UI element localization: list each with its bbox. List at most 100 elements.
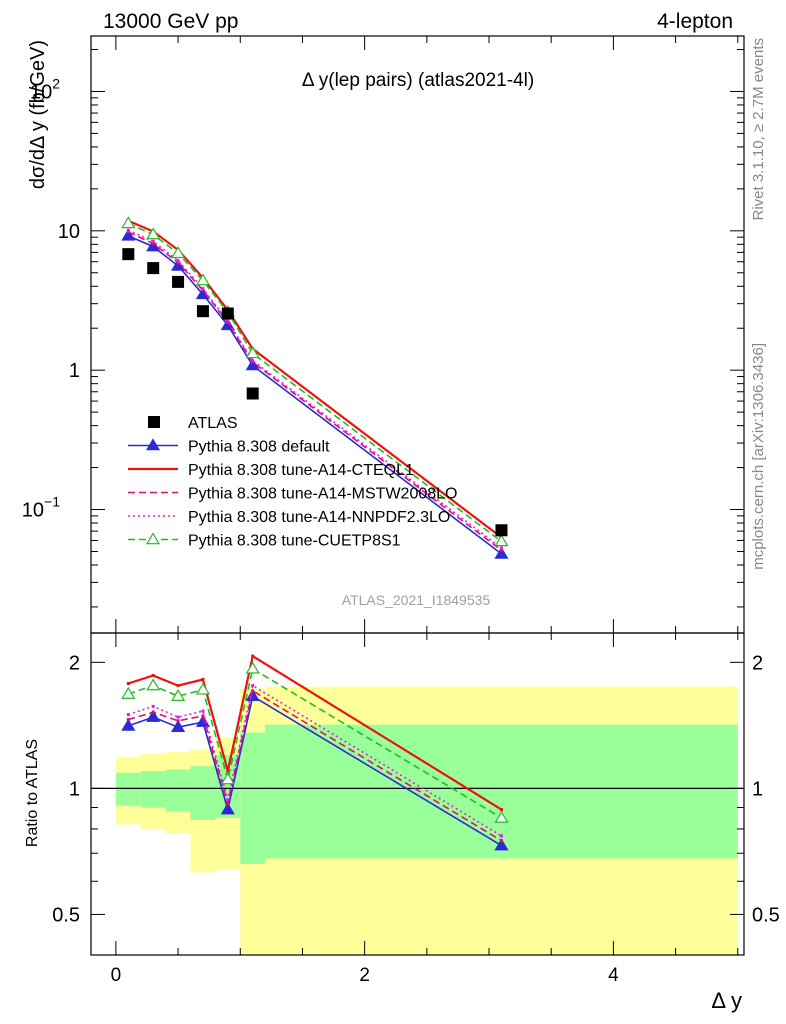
ratio-ytick-label-right-0: 2 (752, 652, 763, 674)
ratio-point-2-3 (201, 714, 205, 718)
data-point-6 (495, 524, 508, 537)
main-point-0-1 (146, 239, 161, 252)
ratio-point-3-6 (499, 834, 503, 838)
main-point-2-1 (151, 242, 155, 246)
ratio-ytick-label-left-0: 2 (69, 652, 80, 674)
legend-marker-5 (145, 532, 161, 545)
ratio-xtick-label-2: 4 (608, 965, 619, 986)
legend-label-1: Pythia 8.308 default (188, 439, 330, 456)
ratio-point-4-4 (220, 772, 235, 785)
ratio-point-3-3 (201, 709, 205, 713)
ratio-point-2-2 (176, 719, 180, 723)
data-point-5 (246, 387, 259, 400)
ratio-ytick-label-right-1: 1 (752, 778, 763, 800)
main-point-0-2 (171, 258, 186, 271)
main-point-4-3 (195, 273, 210, 286)
ratio-point-1-5 (251, 654, 255, 658)
mcplots-label: mcplots.cern.ch [arXiv:1306.3436] (750, 343, 767, 570)
data-point-2 (172, 275, 185, 288)
ratio-point-0-2 (171, 720, 186, 732)
ratio-point-0-1 (146, 709, 161, 722)
ratio-ytick-label-right-2: 0.5 (752, 904, 780, 926)
x-axis-label: Δ y (711, 988, 742, 1013)
ratio-point-4-6 (494, 810, 509, 823)
stat-band-0 (115, 772, 141, 806)
main-point-4-1 (146, 227, 161, 240)
ratio-point-0-0 (121, 718, 136, 731)
main-point-3-0 (126, 228, 130, 232)
ratio-point-4-3 (195, 682, 210, 695)
ratio-point-2-6 (499, 839, 503, 843)
ratio-point-3-0 (126, 713, 130, 717)
ratio-point-2-5 (251, 689, 255, 693)
stat-band-1 (140, 771, 166, 808)
main-point-2-0 (126, 230, 130, 234)
legend-label-5: Pythia 8.308 tune-CUETP8S1 (188, 533, 401, 550)
ratio-point-4-0 (121, 686, 136, 699)
main-ylabel: dσ/dΔ y (fb/GeV) (27, 40, 49, 189)
main-point-3-6 (499, 546, 503, 550)
stat-band-2 (165, 769, 191, 812)
main-point-0-0 (121, 228, 136, 241)
ratio-point-1-1 (151, 674, 155, 678)
main-point-0-6 (494, 546, 509, 559)
header-left: 13000 GeV pp (103, 10, 238, 33)
legend-label-0: ATLAS (188, 415, 238, 432)
ratio-xtick-label-1: 2 (359, 965, 370, 986)
ratio-point-4-5 (245, 661, 260, 674)
legend-label-3: Pythia 8.308 tune-A14-MSTW2008LO (188, 486, 457, 503)
main-point-3-4 (226, 319, 230, 323)
ratio-point-3-5 (251, 684, 255, 688)
ratio-point-3-4 (226, 798, 230, 802)
ratio-frame (90, 632, 745, 956)
main-ytick-label-1: 10 (58, 221, 80, 243)
main-ytick-label-2: 1 (69, 360, 80, 382)
ratio-point-4-2 (171, 689, 186, 702)
ratio-panel: 0 2 4 2 2 1 1 0.5 0.5 Ratio to ATLAS Δ y (24, 632, 780, 1013)
ratio-point-1-4 (226, 769, 230, 773)
header-right: 4-lepton (657, 10, 733, 33)
main-series-line-2 (127, 231, 502, 551)
stat-band-5 (240, 732, 266, 864)
main-point-4-2 (171, 246, 186, 259)
ratio-point-1-3 (201, 677, 205, 681)
main-point-2-3 (201, 288, 205, 292)
legend-marker-data (148, 416, 160, 428)
ratio-point-2-1 (151, 710, 155, 714)
ratio-point-0-6 (494, 838, 509, 851)
main-point-3-1 (151, 239, 155, 243)
main-point-3-5 (251, 359, 255, 363)
ratio-ylabel: Ratio to ATLAS (24, 739, 41, 847)
data-point-1 (147, 262, 160, 275)
legend-marker-1 (145, 438, 161, 451)
data-point-4 (221, 307, 234, 320)
ratio-point-3-2 (176, 715, 180, 719)
legend: ATLAS Pythia 8.308 default Pythia 8.308 tu… (128, 415, 457, 550)
ratio-point-1-2 (176, 684, 180, 688)
main-point-4-6 (494, 534, 509, 547)
ratio-ytick-label-left-2: 0.5 (52, 904, 80, 926)
ratio-xtick-label-0: 0 (111, 965, 122, 986)
main-title: Δ y(lep pairs) (atlas2021-4l) (302, 70, 534, 91)
main-point-4-5 (245, 346, 260, 359)
legend-label-4: Pythia 8.308 tune-A14-NNPDF2.3LO (188, 509, 450, 526)
watermark: ATLAS_2021_I1849535 (342, 592, 491, 608)
ratio-point-2-4 (226, 802, 230, 806)
ratio-point-1-6 (499, 808, 503, 812)
main-point-4-0 (121, 216, 136, 229)
legend-label-2: Pythia 8.308 tune-A14-CTEQL1 (188, 462, 414, 479)
ratio-point-0-4 (220, 802, 235, 815)
main-point-2-2 (176, 261, 180, 265)
main-point-2-5 (251, 360, 255, 364)
main-point-3-3 (201, 287, 205, 291)
stat-band-3 (190, 766, 216, 821)
main-point-0-4 (220, 318, 235, 331)
data-point-3 (196, 305, 209, 318)
ratio-point-4-1 (146, 678, 161, 691)
rivet-label: Rivet 3.1.10, ≥ 2.7M events (750, 38, 767, 221)
data-point-0 (122, 248, 135, 261)
main-ytick-label-3: 10−1 (22, 494, 60, 522)
ratio-point-3-1 (151, 704, 155, 708)
